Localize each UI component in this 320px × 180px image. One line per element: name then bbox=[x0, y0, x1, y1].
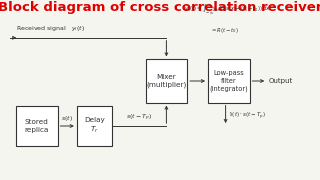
Bar bbox=[16, 106, 58, 146]
Text: Received signal   $y_i(t)$: Received signal $y_i(t)$ bbox=[16, 24, 85, 33]
Text: Output: Output bbox=[269, 78, 293, 84]
Text: $\hat{s}(t)\cdot s(t-T_p)$: $\hat{s}(t)\cdot s(t-T_p)$ bbox=[229, 110, 266, 121]
Text: Delay
$T_r$: Delay $T_r$ bbox=[84, 117, 105, 135]
Text: Low-pass
filter
(integrator): Low-pass filter (integrator) bbox=[209, 70, 248, 92]
Bar bbox=[208, 59, 250, 103]
Text: Stored
replica: Stored replica bbox=[25, 119, 49, 133]
Text: $s(t)$: $s(t)$ bbox=[61, 114, 73, 123]
Text: Block diagram of cross correlation receiver: Block diagram of cross correlation recei… bbox=[0, 1, 320, 14]
Bar bbox=[146, 59, 187, 103]
Text: $s(t-T_p)$: $s(t-T_p)$ bbox=[126, 113, 152, 123]
Bar bbox=[77, 106, 112, 146]
Text: $y_o(t) = \int_{-\infty}^{\,\infty} y_{in}(t)\,s(x-(t_s-t_0))\,dx$: $y_o(t) = \int_{-\infty}^{\,\infty} y_{i… bbox=[184, 3, 271, 16]
Text: Mixer
(multiplier): Mixer (multiplier) bbox=[146, 74, 187, 88]
Text: $= R(t-t_0)$: $= R(t-t_0)$ bbox=[210, 26, 238, 35]
